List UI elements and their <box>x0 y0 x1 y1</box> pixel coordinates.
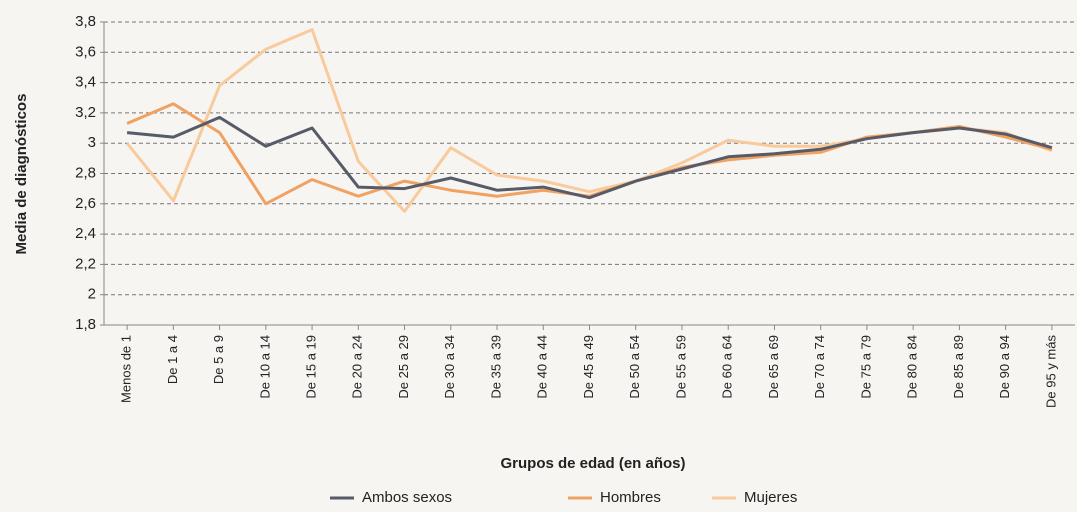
y-tick-label: 2 <box>88 286 96 303</box>
x-tick-label: De 5 a 9 <box>211 335 226 384</box>
series-line <box>126 115 1053 200</box>
x-tick-label: De 85 a 89 <box>951 335 966 399</box>
x-tick-label: De 25 a 29 <box>396 335 411 399</box>
y-tick-label: 2,2 <box>75 255 96 272</box>
legend-label: Ambos sexos <box>362 489 452 506</box>
x-tick-label: De 70 a 74 <box>812 335 827 399</box>
y-tick-label: 3,2 <box>75 104 96 121</box>
legend-label: Mujeres <box>744 489 797 506</box>
x-tick-label: De 45 a 49 <box>581 335 596 399</box>
y-tick-label: 3,8 <box>75 13 96 30</box>
x-tick-label: Menos de 1 <box>119 335 134 403</box>
x-tick-label: De 10 a 14 <box>257 335 272 399</box>
x-tick-label: De 20 a 24 <box>350 335 365 399</box>
x-tick-label: De 65 a 69 <box>766 335 781 399</box>
series-line <box>125 28 1053 213</box>
x-tick-label: De 35 a 39 <box>488 335 503 399</box>
y-tick-label: 2,4 <box>75 225 96 242</box>
y-tick-label: 3,4 <box>75 74 96 91</box>
x-tick-label: De 95 y más <box>1043 335 1058 408</box>
y-tick-label: 1,8 <box>75 316 96 333</box>
series-line <box>126 102 1053 206</box>
x-tick-label: De 80 a 84 <box>905 335 920 399</box>
y-tick-label: 3 <box>88 134 96 151</box>
x-tick-label: De 55 a 59 <box>673 335 688 399</box>
legend-label: Hombres <box>600 489 661 506</box>
x-tick-label: De 15 a 19 <box>304 335 319 399</box>
x-tick-label: De 50 a 54 <box>627 335 642 399</box>
y-tick-label: 2,8 <box>75 164 96 181</box>
x-tick-label: De 30 a 34 <box>442 335 457 399</box>
x-tick-label: De 60 a 64 <box>720 335 735 399</box>
y-tick-label: 2,6 <box>75 195 96 212</box>
x-tick-label: De 75 a 79 <box>858 335 873 399</box>
y-axis-title: Media de diagnósticos <box>13 94 30 255</box>
x-tick-label: De 40 a 44 <box>535 335 550 399</box>
x-axis-title: Grupos de edad (en años) <box>500 455 685 472</box>
y-tick-label: 3,6 <box>75 43 96 60</box>
x-tick-label: De 1 a 4 <box>165 335 180 384</box>
x-tick-label: De 90 a 94 <box>997 335 1012 399</box>
